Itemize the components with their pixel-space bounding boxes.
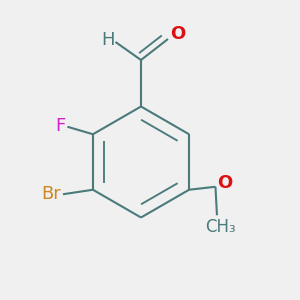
Text: O: O: [218, 173, 233, 192]
Text: Br: Br: [42, 185, 62, 203]
Text: H: H: [101, 32, 115, 50]
Text: F: F: [55, 117, 65, 135]
Text: CH₃: CH₃: [205, 218, 236, 236]
Text: O: O: [170, 25, 185, 43]
